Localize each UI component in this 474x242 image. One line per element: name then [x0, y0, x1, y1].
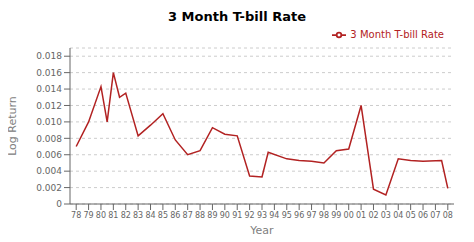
svg-text:82: 82: [121, 211, 131, 220]
svg-text:95: 95: [282, 211, 292, 220]
svg-text:87: 87: [183, 211, 193, 220]
svg-text:96: 96: [294, 211, 304, 220]
svg-text:88: 88: [195, 211, 205, 220]
svg-text:79: 79: [83, 211, 93, 220]
svg-text:00: 00: [344, 211, 354, 220]
svg-text:85: 85: [158, 211, 168, 220]
svg-text:0.008: 0.008: [36, 134, 62, 144]
svg-text:91: 91: [232, 211, 242, 220]
svg-text:92: 92: [245, 211, 255, 220]
svg-text:97: 97: [306, 211, 316, 220]
svg-text:08: 08: [443, 211, 453, 220]
svg-text:0.018: 0.018: [36, 51, 62, 61]
svg-text:84: 84: [145, 211, 155, 220]
svg-text:83: 83: [133, 211, 143, 220]
svg-text:Year: Year: [249, 224, 274, 234]
svg-text:81: 81: [108, 211, 118, 220]
svg-text:Log Return: Log Return: [8, 96, 19, 156]
svg-text:94: 94: [269, 211, 279, 220]
svg-text:0.004: 0.004: [36, 166, 62, 176]
svg-text:03: 03: [381, 211, 391, 220]
svg-text:0.010: 0.010: [36, 117, 62, 127]
svg-text:0.002: 0.002: [36, 183, 62, 193]
svg-text:78: 78: [71, 211, 81, 220]
svg-text:0.006: 0.006: [36, 150, 62, 160]
svg-text:05: 05: [406, 211, 416, 220]
svg-text:0.014: 0.014: [36, 84, 62, 94]
svg-text:0.016: 0.016: [36, 68, 62, 78]
svg-text:86: 86: [170, 211, 180, 220]
svg-text:90: 90: [220, 211, 230, 220]
html-text:3 Month T-bill Rate: 3 Month T-bill Rate: [350, 29, 444, 40]
svg-text:07: 07: [430, 211, 440, 220]
svg-text:01: 01: [356, 211, 366, 220]
svg-text:93: 93: [257, 211, 267, 220]
svg-text:99: 99: [331, 211, 341, 220]
html-text:3 Month T-bill Rate: 3 Month T-bill Rate: [168, 9, 306, 24]
svg-text:02: 02: [368, 211, 378, 220]
svg-text:98: 98: [319, 211, 329, 220]
svg-text:89: 89: [207, 211, 217, 220]
svg-text:06: 06: [418, 211, 428, 220]
svg-text:0: 0: [56, 199, 62, 209]
svg-text:0.012: 0.012: [36, 101, 62, 111]
svg-text:04: 04: [393, 211, 403, 220]
svg-text:80: 80: [96, 211, 106, 220]
